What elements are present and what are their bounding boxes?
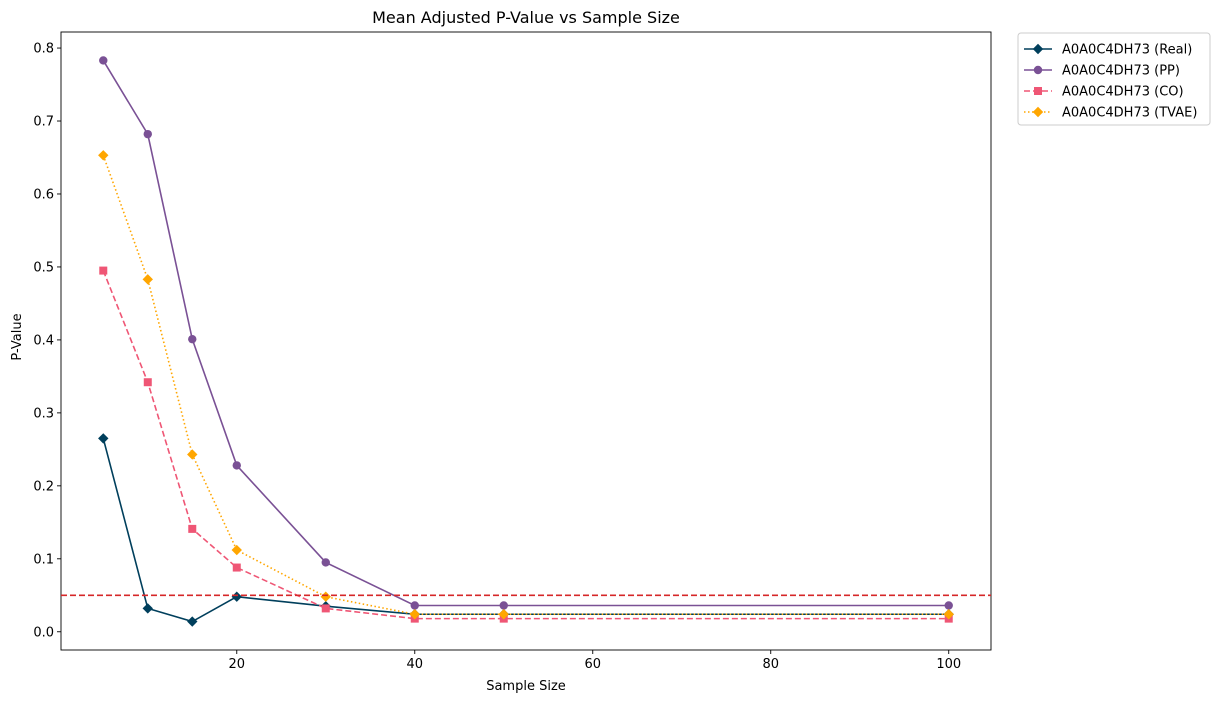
data-point [188, 334, 197, 344]
y-tick-label: 0.0 [33, 625, 54, 640]
legend: A0A0C4DH73 (Real) A0A0C4DH73 (PP) A0A0C4DH… [1017, 32, 1211, 126]
data-point [99, 56, 108, 65]
data-point [943, 609, 954, 620]
data-point [232, 461, 241, 470]
data-point [143, 129, 152, 139]
data-point [99, 266, 108, 275]
legend-label: A0A0C4DH73 (CO) [1062, 85, 1184, 100]
data-point [98, 433, 109, 444]
data-point [409, 609, 420, 620]
data-point [143, 378, 152, 387]
x-tick-label: 80 [762, 657, 779, 672]
data-point [321, 604, 330, 613]
data-point [232, 563, 241, 572]
y-tick-label: 0.6 [33, 187, 54, 202]
x-tick-label: 100 [936, 657, 961, 672]
y-axis-label: P-Value [10, 313, 25, 360]
y-tick-label: 0.2 [33, 479, 54, 494]
series-line [102, 60, 949, 607]
series-line [102, 438, 949, 623]
data-point [499, 601, 508, 610]
legend-swatch-marker [1034, 87, 1042, 95]
y-tick-label: 0.1 [33, 552, 54, 567]
legend-box [1017, 32, 1211, 126]
legend-label: A0A0C4DH73 (Real) [1062, 43, 1192, 58]
data-point [187, 616, 198, 627]
data-point [231, 544, 242, 556]
y-tick-label: 0.8 [33, 42, 54, 57]
series-line [102, 270, 949, 620]
data-point [321, 558, 330, 567]
y-tick-label: 0.3 [33, 406, 54, 421]
data-point [142, 603, 153, 614]
data-point [944, 601, 953, 610]
data-point [498, 609, 509, 620]
data-point [320, 591, 331, 602]
y-tick-label: 0.4 [33, 333, 54, 348]
x-tick-label: 40 [406, 657, 423, 672]
data-point [98, 150, 109, 161]
legend-swatch-marker [1032, 43, 1044, 55]
legend-swatch-marker [1033, 65, 1043, 75]
x-axis-label: Sample Size [486, 679, 566, 694]
data-point [187, 449, 198, 460]
data-point [188, 524, 197, 533]
y-tick-label: 0.7 [33, 115, 54, 130]
data-point [231, 591, 242, 602]
data-point [410, 601, 419, 610]
series-line [102, 155, 949, 616]
x-tick-label: 60 [584, 657, 601, 672]
legend-label: A0A0C4DH73 (PP) [1062, 64, 1180, 79]
axes-frame [60, 31, 992, 651]
legend-swatch-marker [1032, 106, 1044, 118]
data-point [142, 274, 153, 285]
legend-label: A0A0C4DH73 (TVAE) [1062, 106, 1197, 121]
chart-title: Mean Adjusted P-Value vs Sample Size [372, 8, 680, 27]
x-tick-label: 20 [228, 657, 245, 672]
plot-area: 20 40 60 80 100 0.0 0.1 0.2 0.3 0.4 0.5 0.6 0.7 0.8 [33, 31, 992, 672]
y-tick-label: 0.5 [33, 260, 54, 275]
